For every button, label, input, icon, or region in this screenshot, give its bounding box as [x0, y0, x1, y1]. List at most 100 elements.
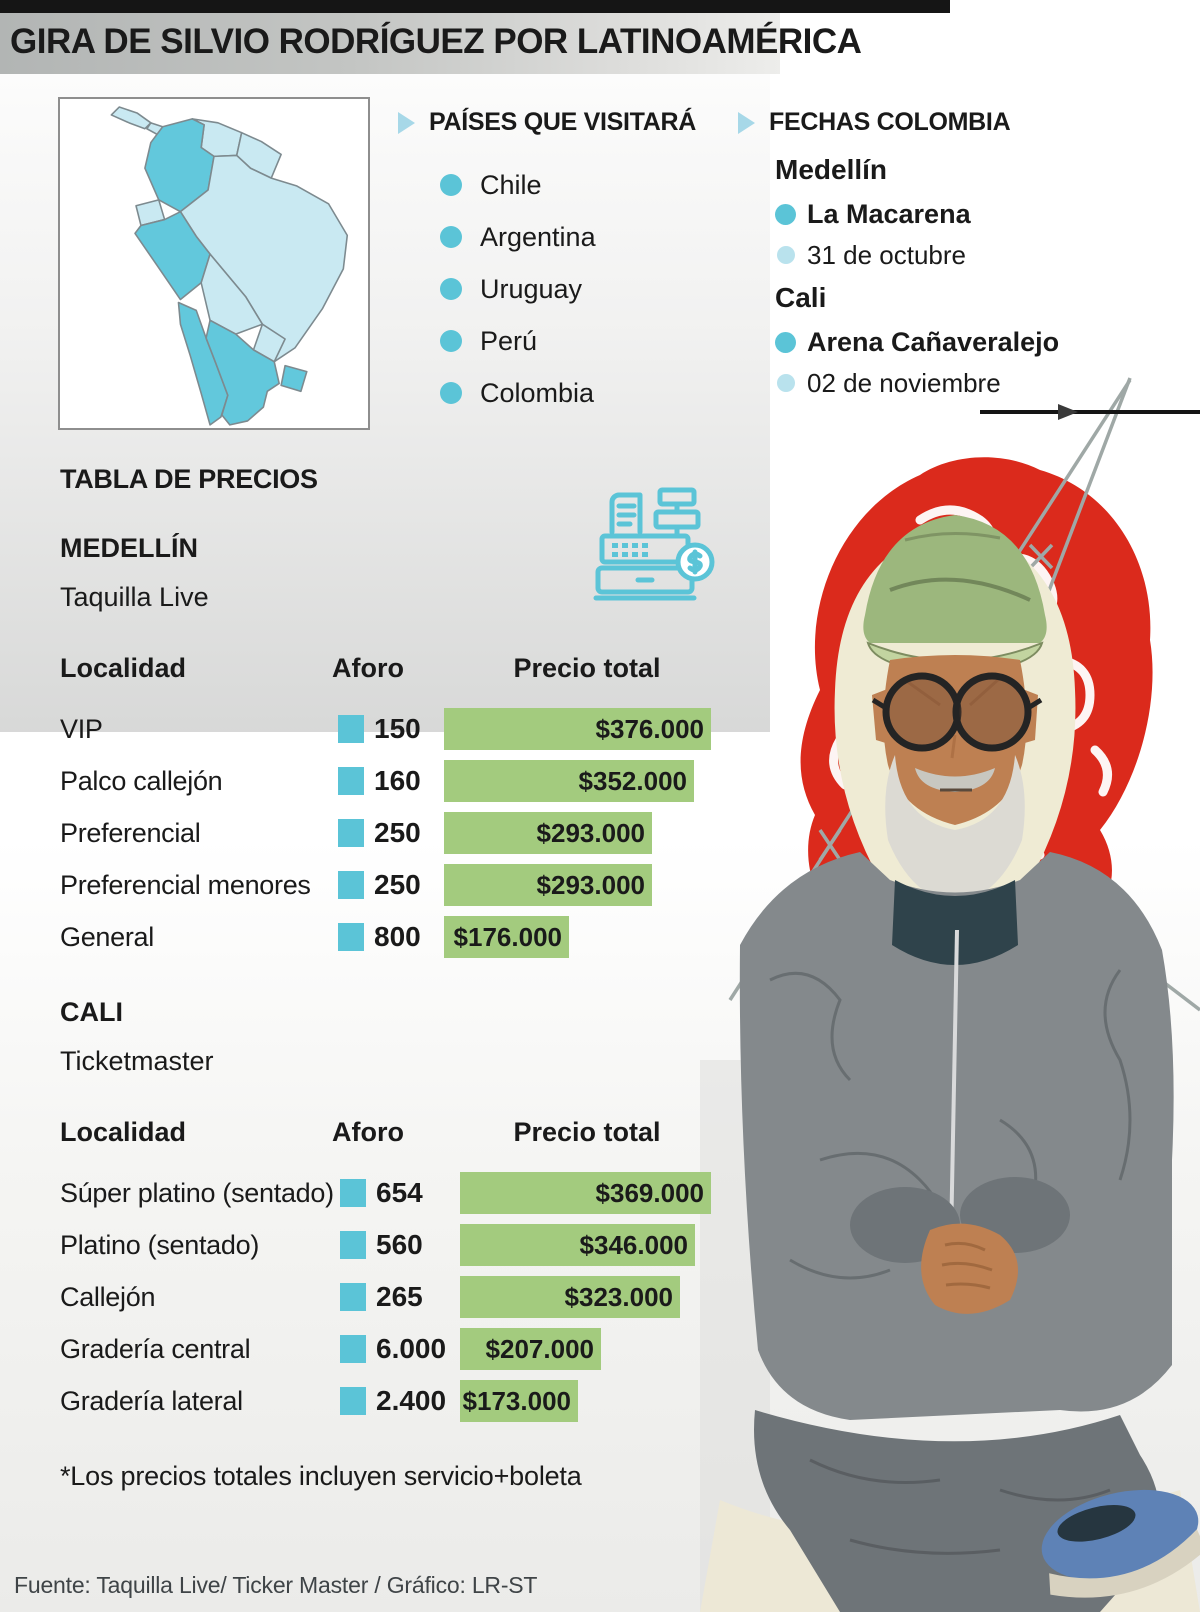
table-vendor: Ticketmaster	[60, 1046, 214, 1076]
price-bar: $369.000	[460, 1172, 711, 1214]
country-label: Uruguay	[480, 273, 583, 304]
country-label: Chile	[480, 169, 542, 200]
price-bar: $173.000	[460, 1380, 578, 1422]
aforo-value: 250	[374, 817, 421, 848]
silvio-legs	[754, 1410, 1200, 1612]
country-label: Colombia	[480, 377, 595, 408]
dates-list: Medellín La Macarena 31 de octubre Cali Aren…	[738, 147, 1078, 403]
table-header: Localidad Aforo Precio total	[60, 653, 722, 703]
table-row: Gradería lateral 2.400 $173.000	[60, 1375, 722, 1427]
table-header: Localidad Aforo Precio total	[60, 1117, 722, 1167]
price-bar: $376.000	[444, 708, 711, 750]
circle-dot-icon	[775, 332, 796, 353]
teal-square-icon	[340, 1387, 366, 1415]
circle-dot-icon	[440, 226, 462, 248]
countries-heading: PAÍSES QUE VISITARÁ	[429, 108, 697, 136]
table-row: Preferencial 250 $293.000	[60, 807, 722, 859]
silvio-body	[739, 852, 1174, 1420]
source-credit: Fuente: Taquilla Live/ Ticker Master / G…	[14, 1572, 538, 1598]
date-city: Cali	[775, 282, 827, 313]
localidad-label: Súper platino (sentado)	[60, 1177, 334, 1208]
price-table-cali: CALI Ticketmaster Localidad Aforo Precio tot…	[60, 997, 722, 1427]
map-svg	[110, 106, 349, 426]
teal-square-icon	[340, 1335, 366, 1363]
localidad-label: Callejón	[60, 1281, 156, 1312]
teal-square-icon	[338, 923, 364, 951]
table-row: General 800 $176.000	[60, 911, 722, 963]
price-table-medellín: MEDELLÍN Taquilla Live Localidad Aforo Preci…	[60, 533, 722, 963]
teal-square-icon	[340, 1283, 366, 1311]
localidad-label: Preferencial menores	[60, 869, 311, 900]
teal-square-icon	[340, 1231, 366, 1259]
cash-register-icon	[593, 487, 715, 601]
silvio-rodriguez-photo	[700, 377, 1200, 1612]
localidad-label: Gradería lateral	[60, 1385, 243, 1416]
date-label: 02 de noviembre	[807, 367, 1001, 398]
price-tables: MEDELLÍN Taquilla Live Localidad Aforo Preci…	[60, 533, 722, 1427]
circle-dot-icon	[775, 204, 796, 225]
localidad-label: Preferencial	[60, 817, 201, 848]
circle-dot-icon	[440, 330, 462, 352]
countries-list: Chile Argentina Uruguay Perú Colombia	[398, 159, 728, 419]
country-item: Colombia	[398, 367, 728, 419]
date-city: Medellín	[775, 154, 888, 185]
triangle-right-icon	[738, 111, 755, 134]
aforo-value: 150	[374, 713, 421, 744]
aforo-value: 250	[374, 869, 421, 900]
table-city-heading: MEDELLÍN	[60, 533, 198, 563]
price-bar: $346.000	[460, 1224, 695, 1266]
date-row: 02 de noviembre	[775, 363, 1078, 403]
map-central-america	[110, 106, 152, 130]
localidad-label: Platino (sentado)	[60, 1229, 260, 1260]
price-bar: $207.000	[460, 1328, 601, 1370]
teal-square-icon	[338, 871, 364, 899]
column-header: Aforo	[332, 1117, 404, 1147]
country-item: Argentina	[398, 211, 728, 263]
price-bar: $293.000	[444, 864, 652, 906]
venue-row: Arena Cañaveralejo	[775, 321, 1078, 363]
localidad-label: Gradería central	[60, 1333, 251, 1364]
circle-dot-icon	[440, 174, 462, 196]
aforo-value: 265	[376, 1281, 423, 1312]
triangle-right-icon	[398, 111, 415, 134]
table-row: Gradería central 6.000 $207.000	[60, 1323, 722, 1375]
aforo-value: 560	[376, 1229, 423, 1260]
venue-row: La Macarena	[775, 193, 1078, 235]
aforo-value: 2.400	[376, 1385, 447, 1416]
dates-section: FECHAS COLOMBIA Medellín La Macarena 31 de…	[738, 108, 1078, 403]
price-bar: $176.000	[444, 916, 569, 958]
teal-square-icon	[338, 819, 364, 847]
table-row: Palco callejón 160 $352.000	[60, 755, 722, 807]
circle-dot-icon	[777, 374, 795, 392]
teal-square-icon	[338, 715, 364, 743]
silvio-head	[863, 515, 1047, 905]
column-header: Precio total	[513, 1117, 661, 1147]
country-label: Perú	[480, 325, 538, 356]
circle-dot-icon	[440, 278, 462, 300]
table-row: Platino (sentado) 560 $346.000	[60, 1219, 722, 1271]
localidad-label: VIP	[60, 713, 103, 744]
price-bar: $293.000	[444, 812, 652, 854]
aforo-value: 6.000	[376, 1333, 447, 1364]
aforo-value: 800	[374, 921, 421, 952]
country-item: Uruguay	[398, 263, 728, 315]
date-row: 31 de octubre	[775, 235, 1078, 275]
map-chile	[177, 301, 229, 426]
table-row: Preferencial menores 250 $293.000	[60, 859, 722, 911]
country-item: Chile	[398, 159, 728, 211]
top-black-bar	[0, 0, 950, 13]
column-header: Localidad	[60, 1117, 187, 1147]
aforo-value: 160	[374, 765, 421, 796]
table-row: Callejón 265 $323.000	[60, 1271, 722, 1323]
south-america-map	[58, 97, 370, 430]
price-bar: $352.000	[444, 760, 694, 802]
date-label: 31 de octubre	[807, 239, 967, 270]
page-title: GIRA DE SILVIO RODRÍGUEZ POR LATINOAMÉRI…	[10, 22, 862, 61]
country-label: Argentina	[480, 221, 596, 252]
price-bar: $323.000	[460, 1276, 680, 1318]
countries-section: PAÍSES QUE VISITARÁ Chile Argentina Urugua…	[398, 108, 728, 419]
circle-dot-icon	[440, 382, 462, 404]
aforo-value: 654	[376, 1177, 423, 1208]
teal-square-icon	[340, 1179, 366, 1207]
